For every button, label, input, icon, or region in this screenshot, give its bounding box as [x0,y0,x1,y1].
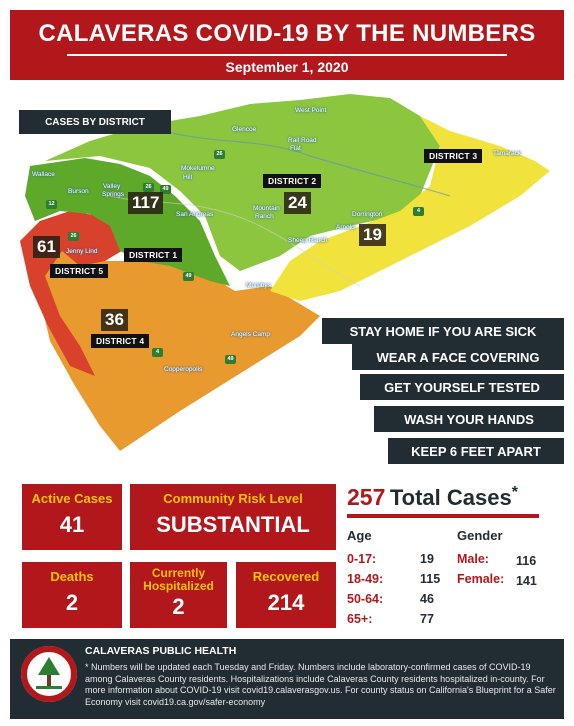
district-3-label: DISTRICT 3 [424,149,483,163]
risk-level-box: Community Risk Level SUBSTANTIAL [130,484,336,550]
deaths-label: Deaths [50,569,94,584]
place-wallace: Wallace [32,171,55,178]
highway-4-icon: 4 [152,348,163,357]
place-mountain-ranch-1: Mountain [253,205,280,212]
place-sheep-ranch: Sheep Ranch [288,237,328,244]
district-2-area [45,94,440,271]
page-title: CALAVERAS COVID-19 BY THE NUMBERS [38,20,536,47]
district-2-count: 24 [284,192,311,214]
place-mountain-ranch-2: Ranch [255,213,274,220]
hospitalized-box: Currently Hospitalized 2 [130,562,227,628]
hospitalized-value: 2 [172,594,185,619]
district-2-label: DISTRICT 2 [263,174,322,188]
district-1-label: DISTRICT 1 [124,248,183,262]
highway-26-icon: 26 [214,150,225,159]
place-glencoe: Glencoe [232,126,257,133]
age-row-label: 18-49: [347,572,384,586]
highway-12-icon: 12 [46,200,57,209]
highway-26-icon: 26 [143,183,154,192]
hospitalized-label-line2: Hospitalized [143,579,214,593]
advice-wash-hands: WASH YOUR HANDS [374,406,564,432]
age-row-label: 65+: [347,612,373,626]
header-divider [67,54,507,56]
age-heading: Age [347,528,372,543]
district-3-count: 19 [359,224,386,246]
total-cases-label: Total Cases [389,485,512,510]
page-date: September 1, 2020 [225,59,349,75]
gender-row-value: 116 [516,554,537,568]
place-murphys: Murphys [246,282,271,289]
hospitalized-label-line1: Currently [151,566,206,580]
place-burson: Burson [68,188,89,195]
total-cases-rule [347,514,539,518]
place-west-point: West Point [295,107,327,114]
age-row-value: 115 [420,572,441,586]
footer: CALAVERAS PUBLIC HEALTH * Numbers will b… [10,639,564,719]
place-valley-springs-2: Springs [102,191,125,198]
deaths-box: Deaths 2 [22,562,122,628]
total-cases-asterisk: * [511,484,518,501]
place-copperopolis: Copperopolis [164,366,203,373]
recovered-box: Recovered 214 [236,562,336,628]
total-cases: 257 Total Cases* [347,484,557,518]
age-row-value: 77 [420,612,434,626]
place-arnold: Arnold [336,224,355,231]
district-map-svg [20,94,550,451]
place-valley-springs-1: Valley [103,183,121,190]
river-line [149,125,451,197]
gender-row-value: 141 [516,574,537,588]
map-title: CASES BY DISTRICT [19,110,171,134]
advice-face-covering: WEAR A FACE COVERING [352,344,564,370]
place-rail-road-flat-1: Rail Road [288,137,317,144]
place-rail-road-flat-2: Flat [290,145,301,152]
district-4-label: DISTRICT 4 [91,334,150,348]
place-jenny-lind: Jenny Lind [66,248,98,255]
place-mokelumne-hill-2: Hill [183,174,193,181]
county-seal-icon [21,646,77,702]
district-5-label: DISTRICT 5 [50,264,109,278]
gender-row-label: Female: [457,572,505,586]
recovered-label: Recovered [252,569,320,584]
highway-49-icon: 49 [160,185,171,194]
age-row-label: 50-64: [347,592,384,606]
active-cases-box: Active Cases 41 [22,484,122,550]
highway-4-icon: 4 [413,207,424,216]
risk-level-value: SUBSTANTIAL [156,512,310,537]
header-banner: CALAVERAS COVID-19 BY THE NUMBERS Septem… [10,10,564,80]
place-angels-camp: Angels Camp [231,331,271,338]
place-san-andreas: San Andreas [176,211,214,218]
deaths-value: 2 [65,590,79,615]
age-row-value: 19 [420,552,434,566]
district-1-count: 117 [128,192,164,214]
advice-get-tested: GET YOURSELF TESTED [360,374,564,400]
district-4-count: 36 [101,309,128,331]
place-dorrington: Dorrington [352,211,383,218]
advice-six-feet: KEEP 6 FEET APART [388,438,564,464]
highway-49-icon: 49 [225,355,236,364]
age-row-value: 46 [420,592,434,606]
gender-row-label: Male: [457,552,489,566]
footer-note: * Numbers will be updated each Tuesday a… [85,662,556,707]
place-mokelumne-hill-1: Mokelumne [181,165,215,172]
place-tamarack: Tamarack [493,150,522,157]
footer-org: CALAVERAS PUBLIC HEALTH [85,645,237,657]
active-cases-value: 41 [59,512,85,537]
total-cases-number: 257 [347,484,386,510]
recovered-value: 214 [267,590,305,615]
district-4-area [30,246,320,451]
active-cases-label: Active Cases [31,491,113,506]
gender-heading: Gender [457,528,503,543]
district-5-count: 61 [33,236,60,258]
highway-26-icon: 26 [68,232,79,241]
risk-level-label: Community Risk Level [163,491,303,506]
advice-stay-home: STAY HOME IF YOU ARE SICK [322,318,564,344]
age-row-label: 0-17: [347,552,377,566]
highway-49-icon: 49 [183,272,194,281]
district-map [0,86,574,481]
